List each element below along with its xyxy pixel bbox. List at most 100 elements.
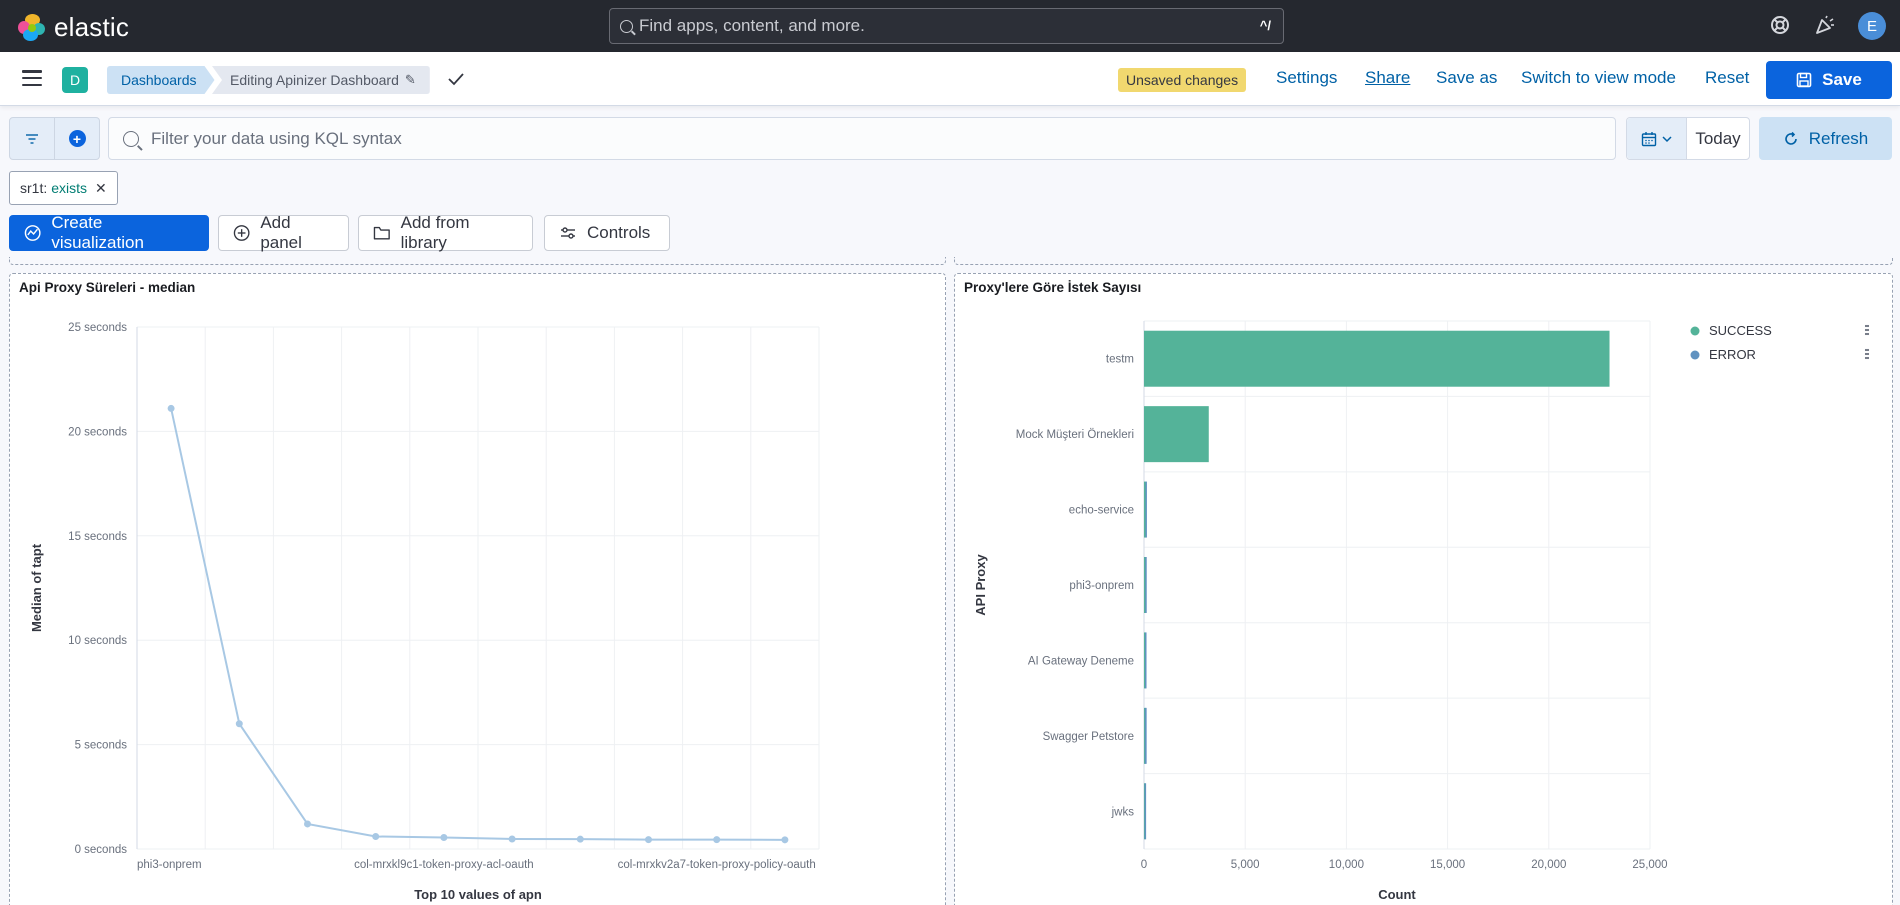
bar-success [1144,557,1146,613]
y-tick-label: 10 seconds [68,635,127,647]
data-point [781,836,789,844]
panel-title: Api Proxy Süreleri - median [19,280,196,295]
refresh-icon [1784,131,1797,145]
data-point [508,835,516,843]
x-axis-title: Top 10 values of apn [414,887,542,902]
breadcrumb-dashboards[interactable]: Dashboards [107,66,215,94]
refresh-label: Refresh [1808,128,1869,148]
user-avatar[interactable]: E [1858,12,1886,40]
search-placeholder: Find apps, content, and more. [639,16,865,35]
data-point [167,404,175,412]
folder-icon [373,226,390,240]
bar-error [1145,557,1147,613]
global-header: elastic Find apps, content, and more. ^/… [0,0,1900,52]
check-icon[interactable] [446,66,466,92]
save-icon [1796,72,1812,88]
app-header: D Dashboards Editing Apinizer Dashboard … [0,52,1900,106]
x-tick-label: col-mrxkv2a7-token-proxy-policy-oauth [618,859,816,871]
legend-action-icon [1864,324,1870,336]
data-point [713,836,721,844]
add-from-library-button[interactable]: Add from library [358,213,533,252]
visualize-icon [24,225,41,241]
menu-toggle-icon[interactable] [22,70,42,86]
save-label: Save [1822,70,1862,89]
y-axis-title: Median of tapt [29,543,44,632]
calendar-icon [1641,131,1656,146]
data-point [235,720,243,728]
data-point [304,820,311,828]
filter-menu-button[interactable] [9,117,55,160]
add-panel-label: Add panel [260,213,302,252]
search-shortcut: ^/ [1259,18,1271,33]
y-tick-label: Mock Müşteri Örnekleri [1016,429,1134,441]
x-tick-label: 5,000 [1231,859,1260,871]
x-tick-label: 10,000 [1329,859,1364,871]
controls-icon [561,227,575,239]
calendar-quick-menu-button[interactable] [1627,118,1687,159]
filter-value: exists [51,180,88,196]
y-tick-label: phi3-onprem [1069,580,1134,592]
add-filter-button[interactable]: + [55,117,100,160]
bar-success [1144,330,1610,387]
filter-pill[interactable]: sr1t: exists ✕ [9,171,118,205]
y-tick-label: echo-service [1069,505,1134,517]
date-picker[interactable]: Today [1626,117,1750,160]
create-visualization-label: Create visualization [51,213,144,252]
series-line [170,408,785,841]
bar-error [1145,632,1147,689]
y-tick-label: 5 seconds [75,740,128,752]
save-button[interactable]: Save [1766,61,1892,99]
controls-button[interactable]: Controls [544,215,670,251]
y-tick-label: AI Gateway Deneme [1028,655,1134,667]
y-tick-label: Swagger Petstore [1043,731,1134,743]
breadcrumb-current[interactable]: Editing Apinizer Dashboard ✎ [212,66,430,94]
unsaved-changes-badge: Unsaved changes [1118,68,1247,92]
save-as-link[interactable]: Save as [1436,68,1498,87]
data-point [372,832,380,840]
bar-error [1144,707,1147,764]
y-tick-label: 20 seconds [68,426,127,438]
legend-swatch [1690,350,1700,360]
refresh-button[interactable]: Refresh [1759,117,1892,160]
plus-in-circle-icon [233,225,250,241]
x-tick-label: 20,000 [1531,859,1566,871]
y-tick-label: 15 seconds [68,531,127,543]
line-chart: 0 seconds 5 seconds 10 seconds 15 seconds 20… [29,322,820,902]
help-icon[interactable] [1769,14,1791,36]
bar-error [1144,783,1147,840]
settings-link[interactable]: Settings [1276,68,1338,87]
plus-circle-icon: + [68,130,86,147]
legend-swatch [1690,326,1700,336]
kql-placeholder: Filter your data using KQL syntax [151,128,402,148]
news-feed-icon[interactable] [1814,14,1836,36]
y-tick-label: testm [1106,354,1134,366]
elastic-logo[interactable]: elastic [18,12,129,43]
bar-success [1144,406,1209,463]
chevron-down-icon [1661,135,1672,142]
data-point [440,834,448,842]
data-point [576,835,584,843]
pencil-icon: ✎ [404,72,416,87]
space-avatar[interactable]: D [62,67,88,93]
y-tick-label: 0 seconds [75,844,128,856]
reset-link[interactable]: Reset [1705,68,1750,87]
x-axis-title: Count [1378,887,1416,902]
share-link[interactable]: Share [1365,68,1411,87]
add-panel-button[interactable]: Add panel [218,213,349,252]
bar-success [1144,481,1146,538]
create-visualization-button[interactable]: Create visualization [9,213,209,252]
panel-proxy-istek-sayisi[interactable]: Proxy'lere Göre İstek Sayısı 0 5,000 10,00… [954,273,1893,905]
logo-text: elastic [54,12,130,42]
panel-api-proxy-sureleri[interactable]: Api Proxy Süreleri - median 0 seconds 5 s… [9,273,946,905]
date-range-label[interactable]: Today [1695,128,1741,148]
y-tick-label: 25 seconds [68,322,127,334]
y-tick-label: jwks [1111,806,1135,818]
legend-label: SUCCESS [1709,323,1772,338]
bar-success [1144,632,1146,689]
search-icon [123,130,139,147]
global-search-input[interactable]: Find apps, content, and more. ^/ [609,8,1284,44]
kql-search-input[interactable]: Filter your data using KQL syntax [108,117,1616,160]
legend-label: ERROR [1709,347,1756,362]
switch-to-view-mode-link[interactable]: Switch to view mode [1521,68,1676,87]
remove-filter-icon[interactable]: ✕ [95,179,107,196]
